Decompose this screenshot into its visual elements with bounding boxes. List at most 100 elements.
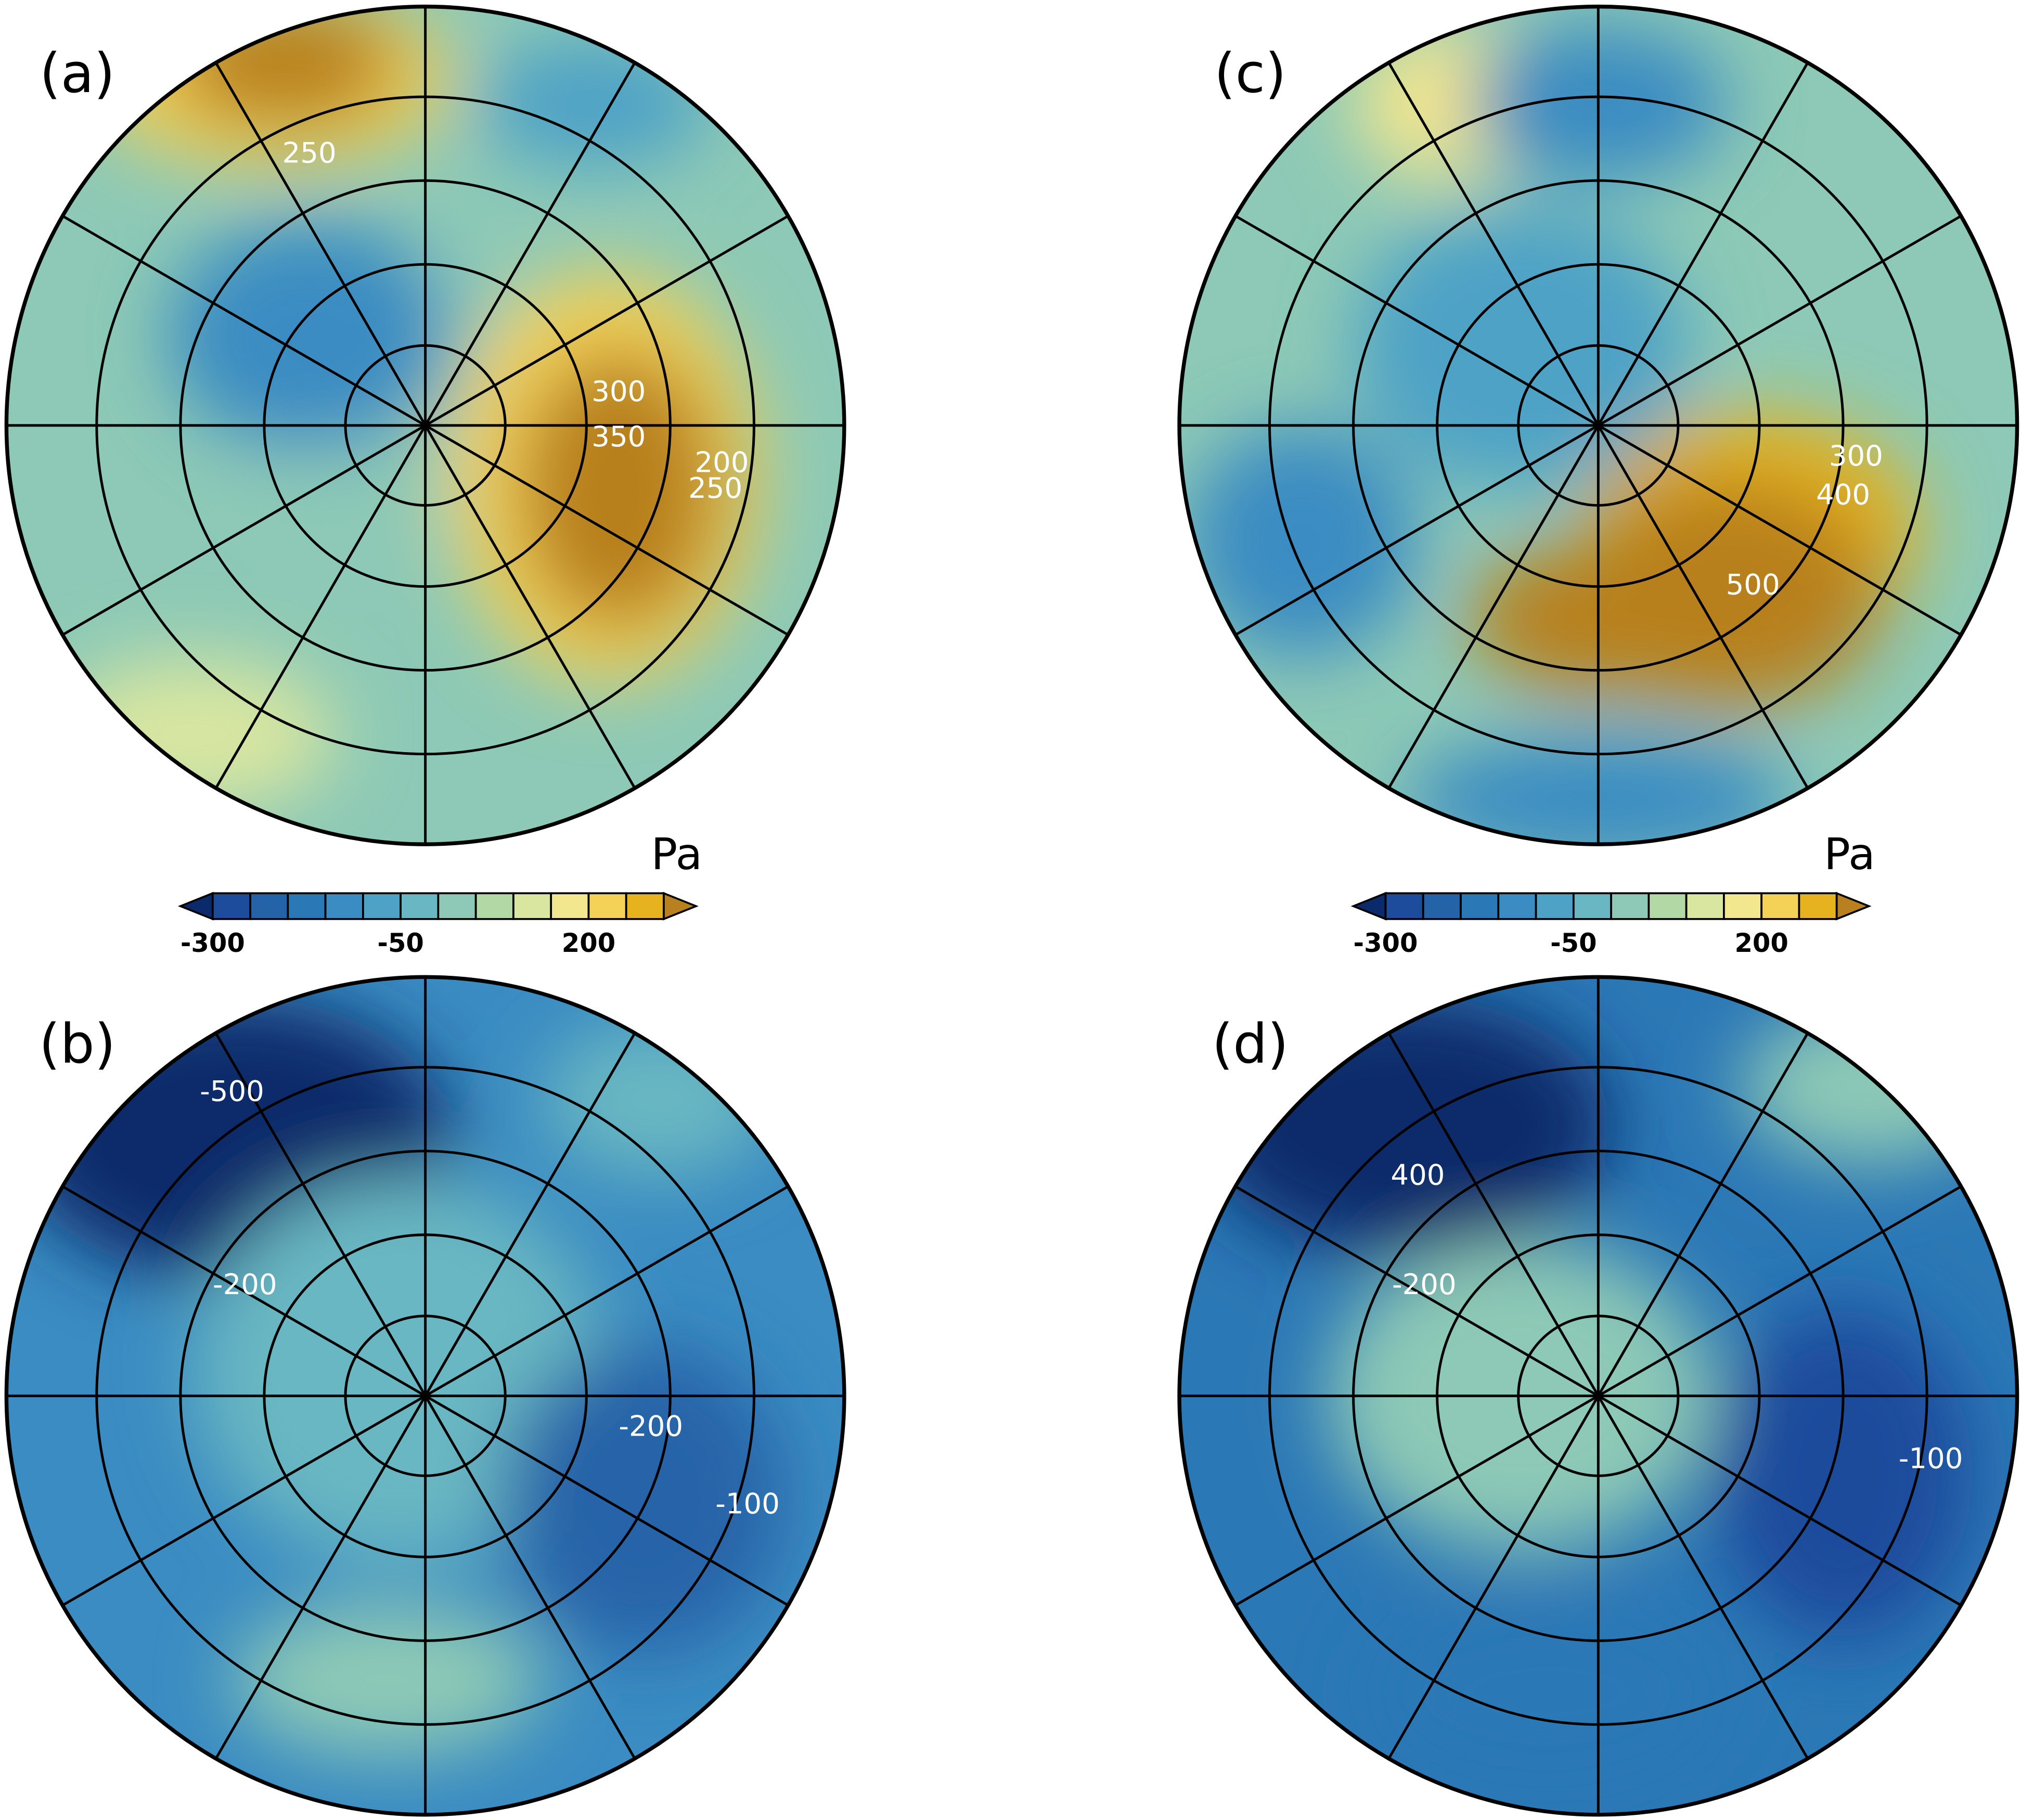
panel-label: (c) (1214, 42, 1286, 105)
field-blob (193, 1177, 606, 1564)
colorbar-extend-low (177, 892, 214, 921)
colorbar-box (474, 892, 514, 920)
contour-label: 200 (694, 445, 749, 479)
meridian (1597, 62, 1809, 427)
panel-label: (a) (40, 42, 115, 105)
contour-label: 350 (591, 420, 646, 453)
colorbar-tick-label: -300 (181, 928, 245, 958)
colorbar-box (1798, 892, 1838, 920)
colorbar-tick-label: 200 (562, 928, 615, 958)
colorbar-box (625, 892, 665, 920)
contour-label: 500 (1726, 568, 1780, 601)
contour-label: 250 (282, 136, 337, 170)
colorbar-box (249, 892, 289, 920)
colorbar-box (287, 892, 327, 920)
meridian (62, 1185, 426, 1397)
meridian (62, 1395, 426, 1607)
colorbar-box (1610, 892, 1650, 920)
colorbar: -300 -50 200 Pa (177, 829, 702, 958)
contour-label: -200 (213, 1268, 277, 1301)
contour-label: 250 (688, 471, 742, 505)
meridian (424, 1032, 636, 1397)
colorbar-box (362, 892, 402, 920)
contour-label: -500 (200, 1074, 264, 1107)
meridian (1387, 1032, 1600, 1397)
panel-label: (d) (1212, 1012, 1289, 1076)
colorbar-box (211, 892, 251, 920)
meridian (214, 62, 427, 427)
contour-label: -200 (1392, 1268, 1457, 1301)
colorbar-box (1535, 892, 1575, 920)
meridian (1598, 1395, 1962, 1607)
colorbar-box (1497, 892, 1537, 920)
meridian (214, 1395, 427, 1760)
colorbar-box (1422, 892, 1462, 920)
colorbar-box (1647, 892, 1688, 920)
colorbar-box (324, 892, 364, 920)
field-blob (231, 1602, 542, 1757)
field-blob (477, 38, 709, 168)
colorbar-box (1723, 892, 1763, 920)
map-border (4, 975, 846, 1817)
panel-label: (b) (39, 1012, 115, 1076)
colorbar-box (512, 892, 552, 920)
field-blob (503, 1344, 787, 1654)
colorbar-tick-label: -50 (1550, 928, 1597, 958)
field-blob (115, 1022, 374, 1177)
colorbar-box (400, 892, 440, 920)
meridian (1234, 1395, 1599, 1607)
contour-label: -100 (1899, 1442, 1963, 1475)
colorbar-box (587, 892, 627, 920)
meridian (1234, 1185, 1599, 1397)
meridian (1598, 424, 1962, 636)
colorbar-box (1572, 892, 1612, 920)
field-blob (1740, 1009, 1998, 1164)
meridian (1387, 62, 1600, 427)
colorbar-tick-label: -300 (1354, 928, 1418, 958)
meridian (62, 424, 426, 636)
field-blob (1469, 541, 1753, 696)
meridian (1387, 1395, 1600, 1760)
map-border (4, 4, 846, 846)
meridian (1598, 215, 1962, 427)
meridian (1598, 1185, 1962, 1397)
colorbar-tick-label: 200 (1734, 928, 1788, 958)
map-border (1177, 4, 2019, 846)
contour-label: 400 (1391, 1158, 1445, 1192)
meridian (424, 215, 789, 427)
colorbar-box (1760, 892, 1800, 920)
colorbar-tick-label: -50 (377, 928, 424, 958)
colorbar-extend-low (1350, 892, 1387, 921)
contour-label: 300 (1829, 439, 1883, 472)
meridian (424, 1185, 789, 1397)
field-blob (168, 219, 452, 451)
meridian (62, 215, 426, 427)
colorbar-box (437, 892, 477, 920)
field-blob (1315, 1022, 1547, 1177)
colorbar-unit: Pa (651, 829, 702, 880)
contour-label: -200 (619, 1410, 683, 1443)
map-panel: -500 -200 -200 -100 (b) (4, 975, 846, 1817)
map-panel: 300 400 500 (c) (1177, 4, 2019, 846)
colorbar-extend-high (663, 892, 699, 921)
field-blob (1714, 1306, 1972, 1641)
meridian (214, 1032, 427, 1397)
meridian (424, 1395, 789, 1607)
meridian (424, 424, 789, 636)
colorbar-box (1384, 892, 1424, 920)
colorbar-unit: Pa (1824, 829, 1875, 880)
colorbar-box (1460, 892, 1500, 920)
contour-label: 300 (591, 375, 646, 408)
contour-label: -100 (715, 1487, 780, 1520)
meridian (424, 424, 636, 789)
colorbar-extend-high (1835, 892, 1872, 921)
meridian (1597, 1395, 1809, 1760)
colorbar-box (550, 892, 590, 920)
meridian (1597, 1032, 1809, 1397)
field-blob (168, 6, 400, 130)
map-border (1177, 975, 2019, 1817)
meridian (1234, 215, 1599, 427)
